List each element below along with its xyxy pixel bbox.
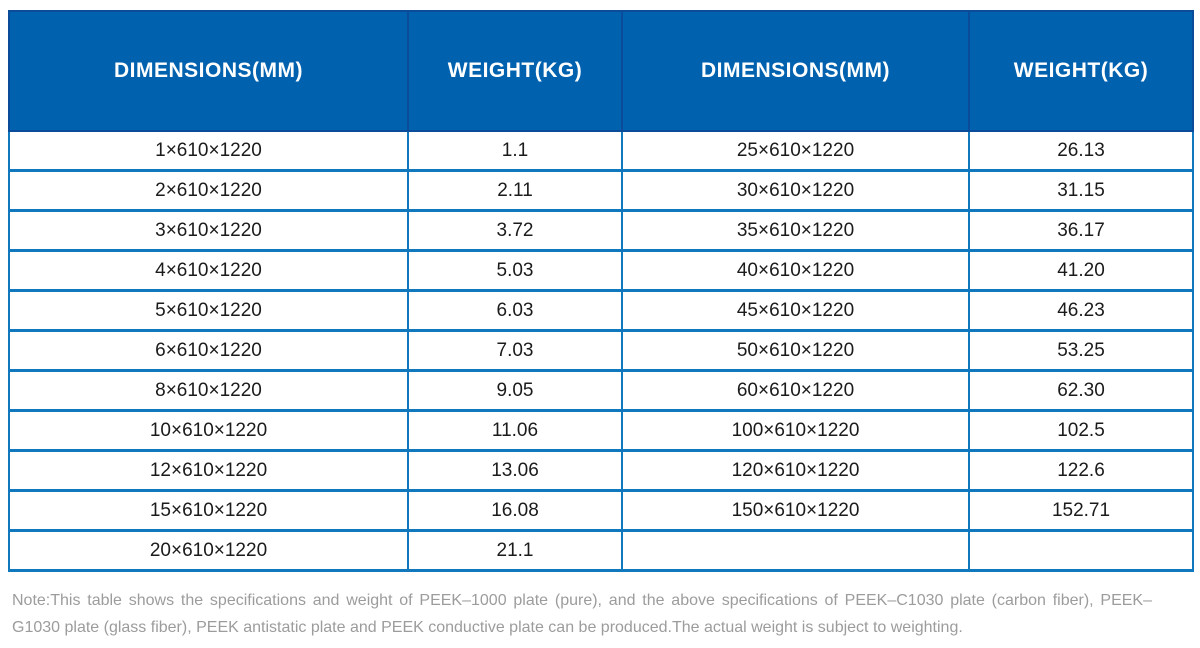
- dimensions-cell: 20×610×1220: [8, 529, 409, 572]
- dimensions-cell: 10×610×1220: [8, 409, 409, 452]
- table-row: 6×610×1220 7.03 50×610×1220 53.25: [8, 329, 1194, 372]
- weight-cell: 3.72: [407, 209, 623, 252]
- weight-cell: 122.6: [968, 449, 1194, 492]
- weight-cell: 26.13: [968, 131, 1194, 172]
- dimensions-cell: 5×610×1220: [8, 289, 409, 332]
- dimensions-cell: 30×610×1220: [621, 169, 970, 212]
- table-row: 5×610×1220 6.03 45×610×1220 46.23: [8, 289, 1194, 332]
- dimensions-cell: 120×610×1220: [621, 449, 970, 492]
- dimensions-cell: 150×610×1220: [621, 489, 970, 532]
- table-row: 20×610×1220 21.1: [8, 529, 1194, 572]
- table-body: 1×610×1220 1.1 25×610×1220 26.13 2×610×1220 2…: [8, 131, 1194, 572]
- weight-cell: 13.06: [407, 449, 623, 492]
- weight-cell: 102.5: [968, 409, 1194, 452]
- weight-cell: 31.15: [968, 169, 1194, 212]
- weight-cell: 5.03: [407, 249, 623, 292]
- weight-cell: 152.71: [968, 489, 1194, 532]
- weight-cell: 9.05: [407, 369, 623, 412]
- table-header-row: DIMENSIONS(MM) WEIGHT(KG) DIMENSIONS(MM)…: [8, 10, 1194, 132]
- weight-cell: 7.03: [407, 329, 623, 372]
- dimensions-cell: 8×610×1220: [8, 369, 409, 412]
- weight-cell: 53.25: [968, 329, 1194, 372]
- dimensions-cell: 12×610×1220: [8, 449, 409, 492]
- weight-cell: [968, 529, 1194, 572]
- footnote: Note:This table shows the specifications…: [12, 592, 1152, 636]
- weight-cell: 41.20: [968, 249, 1194, 292]
- weight-cell: 62.30: [968, 369, 1194, 412]
- weight-cell: 1.1: [407, 131, 623, 172]
- column-header-weight-right: WEIGHT(KG): [968, 10, 1194, 132]
- column-header-weight-left: WEIGHT(KG): [407, 10, 623, 132]
- dimensions-cell: 60×610×1220: [621, 369, 970, 412]
- dimensions-cell: 45×610×1220: [621, 289, 970, 332]
- dimensions-cell: [621, 529, 970, 572]
- spec-table-section: DIMENSIONS(MM) WEIGHT(KG) DIMENSIONS(MM)…: [8, 10, 1194, 641]
- dimensions-cell: 3×610×1220: [8, 209, 409, 252]
- spec-table: DIMENSIONS(MM) WEIGHT(KG) DIMENSIONS(MM)…: [8, 10, 1194, 572]
- dimensions-cell: 2×610×1220: [8, 169, 409, 212]
- dimensions-cell: 100×610×1220: [621, 409, 970, 452]
- dimensions-cell: 50×610×1220: [621, 329, 970, 372]
- table-row: 15×610×1220 16.08 150×610×1220 152.71: [8, 489, 1194, 532]
- weight-cell: 21.1: [407, 529, 623, 572]
- dimensions-cell: 25×610×1220: [621, 131, 970, 172]
- dimensions-cell: 1×610×1220: [8, 131, 409, 172]
- dimensions-cell: 35×610×1220: [621, 209, 970, 252]
- table-row: 3×610×1220 3.72 35×610×1220 36.17: [8, 209, 1194, 252]
- weight-cell: 11.06: [407, 409, 623, 452]
- dimensions-cell: 4×610×1220: [8, 249, 409, 292]
- dimensions-cell: 15×610×1220: [8, 489, 409, 532]
- table-row: 8×610×1220 9.05 60×610×1220 62.30: [8, 369, 1194, 412]
- table-row: 2×610×1220 2.11 30×610×1220 31.15: [8, 169, 1194, 212]
- table-row: 1×610×1220 1.1 25×610×1220 26.13: [8, 131, 1194, 172]
- weight-cell: 16.08: [407, 489, 623, 532]
- dimensions-cell: 6×610×1220: [8, 329, 409, 372]
- weight-cell: 2.11: [407, 169, 623, 212]
- weight-cell: 6.03: [407, 289, 623, 332]
- table-row: 4×610×1220 5.03 40×610×1220 41.20: [8, 249, 1194, 292]
- weight-cell: 36.17: [968, 209, 1194, 252]
- dimensions-cell: 40×610×1220: [621, 249, 970, 292]
- column-header-dimensions-left: DIMENSIONS(MM): [8, 10, 409, 132]
- table-row: 12×610×1220 13.06 120×610×1220 122.6: [8, 449, 1194, 492]
- table-row: 10×610×1220 11.06 100×610×1220 102.5: [8, 409, 1194, 452]
- column-header-dimensions-right: DIMENSIONS(MM): [621, 10, 970, 132]
- weight-cell: 46.23: [968, 289, 1194, 332]
